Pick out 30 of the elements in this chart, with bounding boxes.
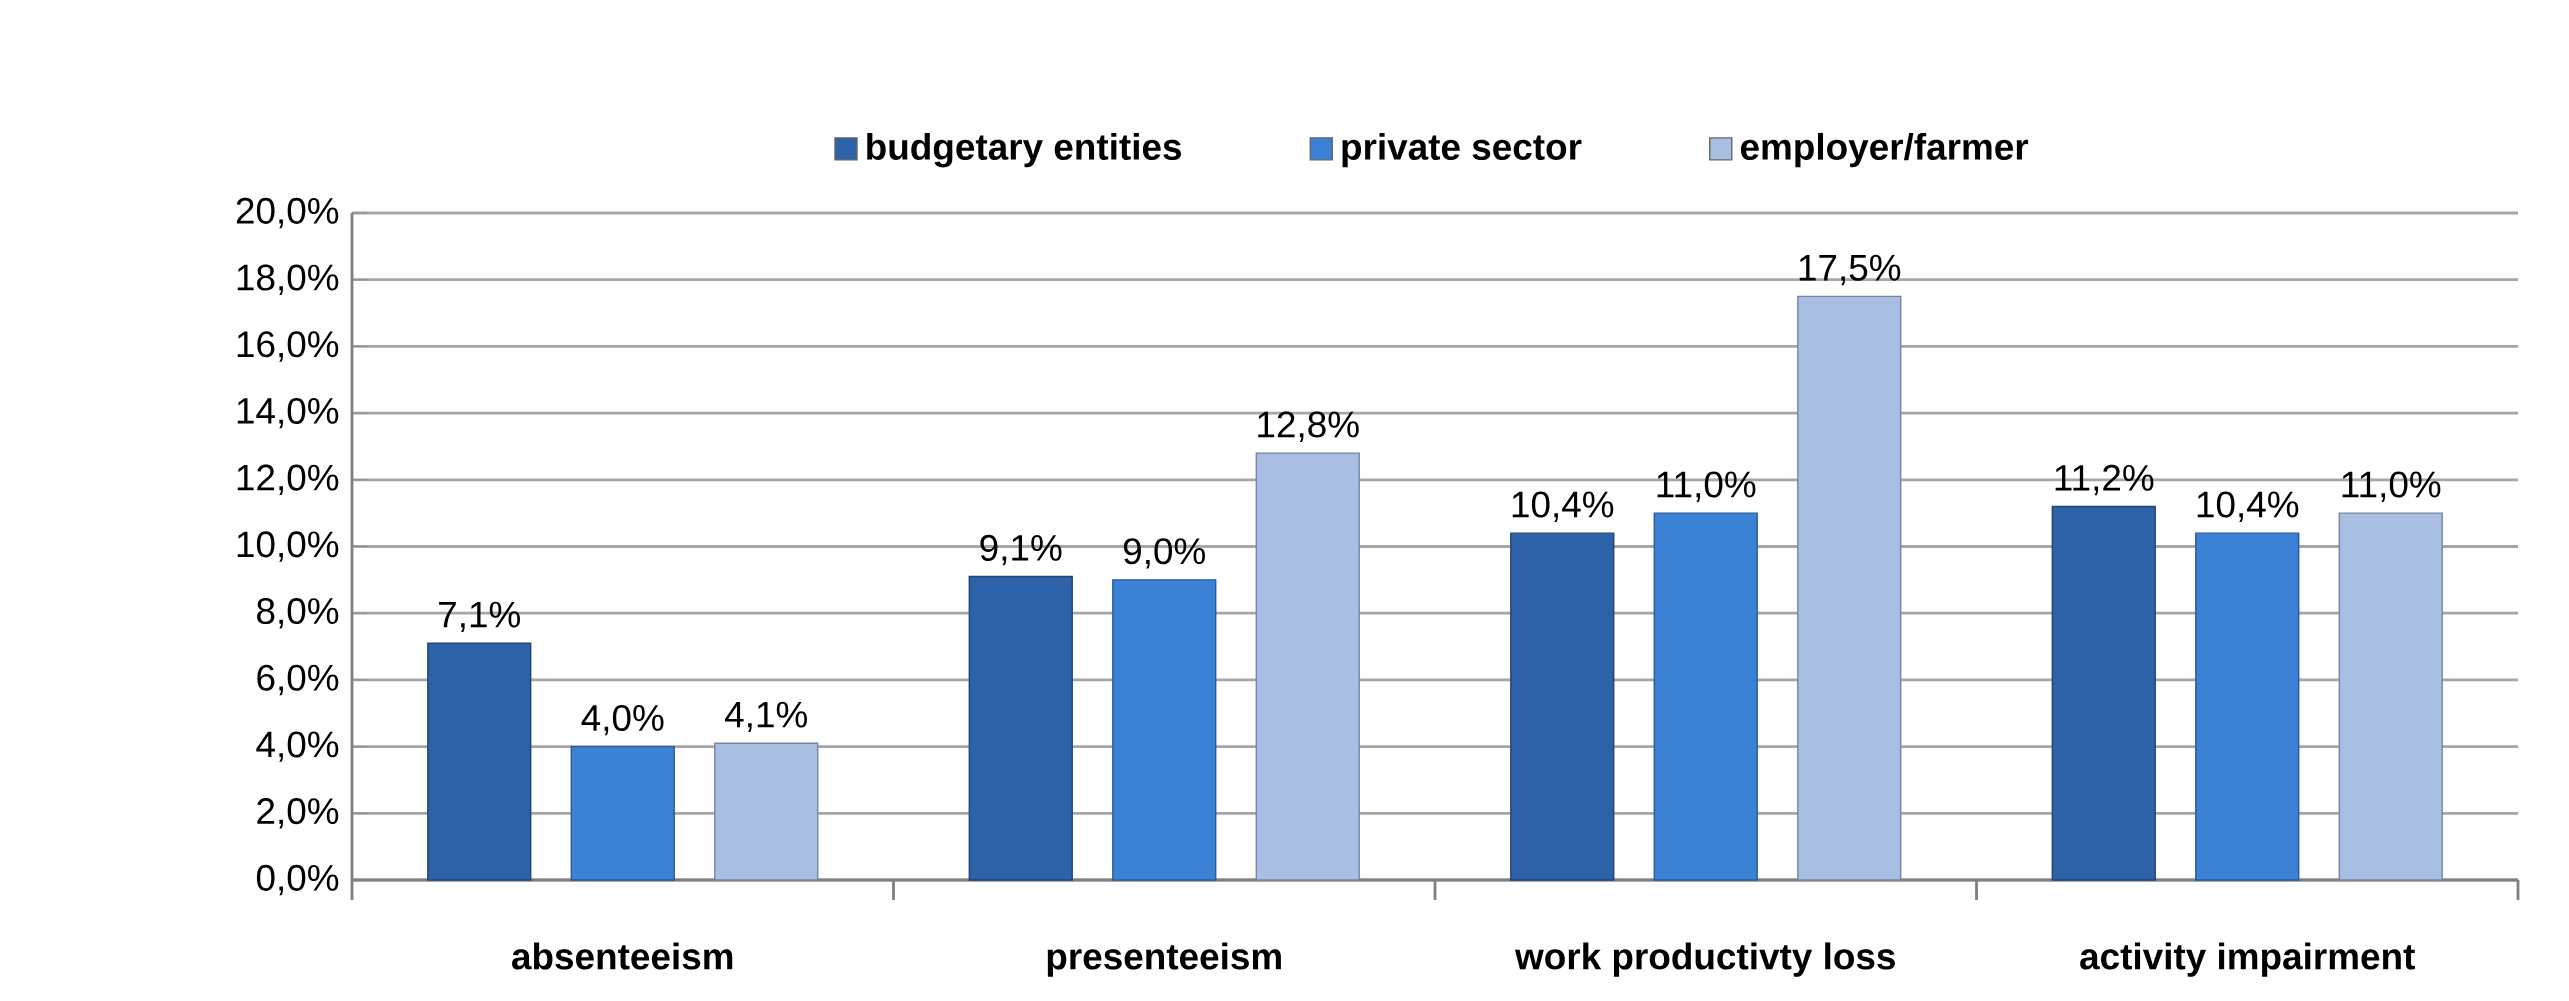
data-label: 9,1% <box>980 534 1062 566</box>
y-tick-label: 2,0% <box>257 798 339 829</box>
x-tick-label: activity impairment <box>2080 942 2415 977</box>
x-tick-label: work productivty loss <box>1514 942 1895 977</box>
y-tick-label: 12,0% <box>237 464 339 496</box>
data-label: 11,0% <box>2342 471 2441 502</box>
y-tick-label: 18,0% <box>237 264 339 295</box>
y-tick-label: 0,0% <box>256 864 339 896</box>
y-tick-label: 10,0% <box>237 531 339 562</box>
data-label: 12,8% <box>1258 411 1359 442</box>
data-label: 10,4% <box>1512 491 1614 522</box>
legend-label: employer/farmer <box>1740 132 2029 168</box>
legend-label: budgetary entities <box>867 132 1182 168</box>
data-label: 17,5% <box>1799 254 1901 286</box>
y-tick-label: 8,0% <box>257 597 339 629</box>
data-label: 7,1% <box>439 601 520 632</box>
x-tick-label: presenteeism <box>1047 942 1281 977</box>
data-label: 10,4% <box>2197 491 2299 522</box>
legend-label: private sector <box>1342 132 1582 168</box>
y-tick-label: 4,0% <box>256 731 339 762</box>
y-tick-label: 16,0% <box>237 331 339 362</box>
y-tick-label: 6,0% <box>257 664 339 696</box>
y-tick-label: 14,0% <box>237 397 339 429</box>
data-label: 4,1% <box>725 701 807 733</box>
x-tick-label: absenteeism <box>512 942 733 970</box>
data-label: 9,0% <box>1123 538 1205 569</box>
data-label: 11,2% <box>2055 464 2154 496</box>
y-tick-label: 20,0% <box>236 197 339 229</box>
data-label: 4,0% <box>581 704 664 736</box>
data-label: 11,0% <box>1657 471 1756 502</box>
